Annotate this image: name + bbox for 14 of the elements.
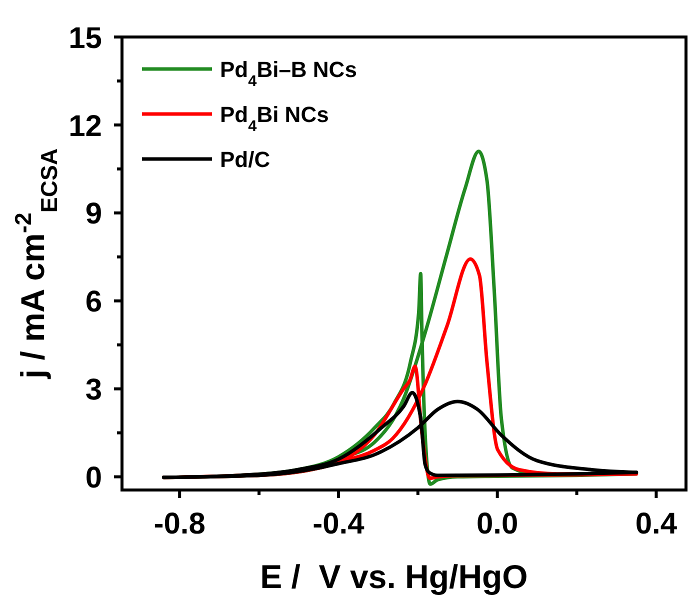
x-tick-label: -0.8 (154, 507, 206, 540)
y-tick-label: 6 (85, 286, 102, 319)
y-tick-label: 15 (68, 22, 102, 55)
x-axis-title: E / V vs. Hg/HgO (260, 558, 528, 595)
y-tick-label: 3 (85, 374, 102, 407)
legend-label: Pd/C (220, 147, 270, 172)
x-tick-label: 0.0 (476, 507, 518, 540)
x-tick-label: -0.4 (312, 507, 365, 540)
legend-label: Pd$_{4}$Bi NCs (220, 102, 329, 134)
y-tick-label: 0 (85, 462, 102, 495)
legend-label: Pd$_{4}$Bi–B NCs (220, 57, 357, 90)
y-tick-label: 9 (85, 198, 102, 231)
x-tick-label: 0.4 (635, 507, 678, 540)
y-tick-label: 12 (68, 110, 102, 143)
